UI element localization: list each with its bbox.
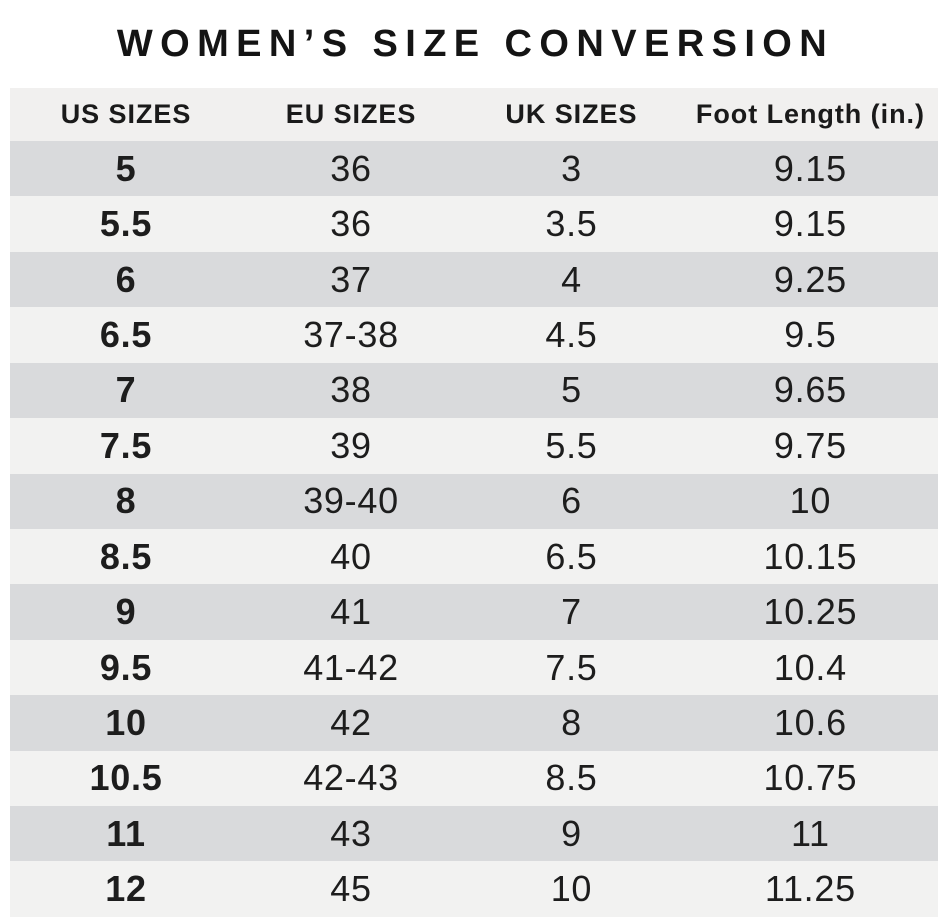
foot-length-cell: 10.15 xyxy=(763,535,858,577)
foot-length-cell: 9.25 xyxy=(773,258,847,300)
table-row: 6 37 4 9.25 xyxy=(10,251,938,308)
eu-size-cell: 41-42 xyxy=(303,646,399,688)
uk-size-cell: 5.5 xyxy=(545,424,598,466)
foot-length-cell: 11 xyxy=(790,812,830,854)
table-row: 9.5 41-42 7.5 10.4 xyxy=(10,639,938,696)
us-size-cell: 10.5 xyxy=(89,757,163,799)
eu-size-cell: 36 xyxy=(330,203,372,245)
eu-size-cell: 38 xyxy=(330,369,372,411)
foot-length-cell: 10.75 xyxy=(763,757,858,799)
uk-size-cell: 10 xyxy=(550,868,593,910)
table-row: 9 41 7 10.25 xyxy=(10,584,938,640)
uk-size-cell: 9 xyxy=(561,812,582,854)
table-row: 5 36 3 9.15 xyxy=(10,141,938,197)
uk-size-cell: 4.5 xyxy=(545,313,598,355)
uk-size-cell: 7 xyxy=(561,591,582,633)
us-size-cell: 8 xyxy=(115,480,137,522)
table-row: 8 39-40 6 10 xyxy=(10,473,938,529)
eu-size-cell: 37-38 xyxy=(303,313,399,355)
table-row: 11 43 9 11 xyxy=(10,806,938,862)
uk-size-cell: 3.5 xyxy=(545,203,598,245)
eu-size-cell: 37 xyxy=(330,258,372,300)
us-size-cell: 10 xyxy=(105,701,147,743)
foot-length-cell: 9.75 xyxy=(773,424,847,466)
table-row: 7 38 5 9.65 xyxy=(10,362,938,419)
eu-size-cell: 45 xyxy=(330,868,372,910)
us-size-cell: 11 xyxy=(106,812,146,854)
us-size-cell: 5.5 xyxy=(99,203,153,245)
us-size-cell: 5 xyxy=(115,147,137,189)
us-size-cell: 8.5 xyxy=(99,535,153,577)
eu-size-cell: 43 xyxy=(330,812,372,854)
header-uk-sizes: UK SIZES xyxy=(505,99,638,129)
foot-length-cell: 10.6 xyxy=(773,701,847,743)
foot-length-cell: 10 xyxy=(789,480,832,522)
table-row: 10.5 42-43 8.5 10.75 xyxy=(10,750,938,807)
uk-size-cell: 7.5 xyxy=(545,646,598,688)
header-us-sizes: US SIZES xyxy=(60,99,192,129)
table-body: 5 36 3 9.15 5.5 36 3.5 9.15 6 37 4 9.25 6.5 37-38 4.5 9… xyxy=(10,141,938,917)
foot-length-cell: 9.15 xyxy=(773,147,847,189)
us-size-cell: 9 xyxy=(115,591,137,633)
foot-length-cell: 9.15 xyxy=(773,203,847,245)
uk-size-cell: 5 xyxy=(561,369,582,411)
table-row: 7.5 39 5.5 9.75 xyxy=(10,418,938,474)
us-size-cell: 6 xyxy=(115,258,137,300)
table-header-row: US SIZES EU SIZES UK SIZES Foot Length (… xyxy=(10,88,938,141)
foot-length-cell: 10.25 xyxy=(763,591,858,633)
us-size-cell: 6.5 xyxy=(99,313,153,355)
size-conversion-table: US SIZES EU SIZES UK SIZES Foot Length (… xyxy=(10,88,938,917)
title-bar: WOMEN’S SIZE CONVERSION xyxy=(0,0,951,88)
eu-size-cell: 40 xyxy=(330,535,372,577)
uk-size-cell: 3 xyxy=(561,147,582,189)
us-size-cell: 9.5 xyxy=(99,646,153,688)
table-row: 10 42 8 10.6 xyxy=(10,695,938,751)
uk-size-cell: 6 xyxy=(561,480,582,522)
us-size-cell: 7 xyxy=(115,369,137,411)
us-size-cell: 7.5 xyxy=(99,424,153,466)
header-foot-length: Foot Length (in.) xyxy=(695,99,925,129)
table-row: 5.5 36 3.5 9.15 xyxy=(10,196,938,252)
eu-size-cell: 39-40 xyxy=(303,480,399,522)
uk-size-cell: 4 xyxy=(561,258,582,300)
page-title: WOMEN’S SIZE CONVERSION xyxy=(116,22,835,65)
header-eu-sizes: EU SIZES xyxy=(285,99,417,129)
table-row: 6.5 37-38 4.5 9.5 xyxy=(10,307,938,363)
uk-size-cell: 8 xyxy=(561,701,582,743)
eu-size-cell: 42-43 xyxy=(303,757,399,799)
foot-length-cell: 9.5 xyxy=(784,313,837,355)
table-row: 12 45 10 11.25 xyxy=(10,861,938,917)
eu-size-cell: 39 xyxy=(330,424,372,466)
eu-size-cell: 36 xyxy=(330,147,372,189)
uk-size-cell: 6.5 xyxy=(545,535,598,577)
eu-size-cell: 41 xyxy=(330,591,372,633)
uk-size-cell: 8.5 xyxy=(545,757,598,799)
foot-length-cell: 10.4 xyxy=(773,646,847,688)
table-row: 8.5 40 6.5 10.15 xyxy=(10,528,938,585)
eu-size-cell: 42 xyxy=(330,701,372,743)
us-size-cell: 12 xyxy=(105,868,147,910)
foot-length-cell: 11.25 xyxy=(764,868,856,910)
foot-length-cell: 9.65 xyxy=(773,369,847,411)
